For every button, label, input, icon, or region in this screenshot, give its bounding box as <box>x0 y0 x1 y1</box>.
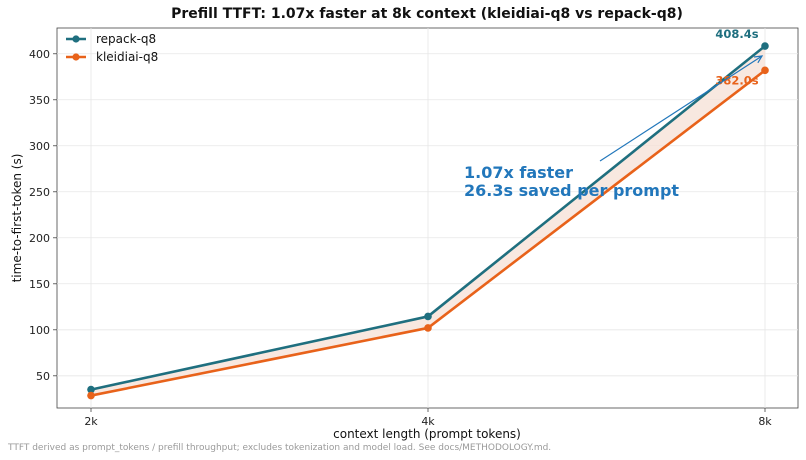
gridlines <box>57 28 798 408</box>
y-tick-label: 350 <box>29 94 50 107</box>
legend-label-kleidiai-q8: kleidiai-q8 <box>96 50 158 64</box>
data-point-kleidiai-q8 <box>761 66 769 75</box>
x-tick-label: 2k <box>84 415 98 428</box>
annotation-saved: 26.3s saved per prompt <box>464 181 679 200</box>
y-tick-label: 250 <box>29 186 50 199</box>
series-layer <box>87 42 769 400</box>
x-tick-label: 8k <box>758 415 772 428</box>
data-point-repack-q8 <box>87 385 95 394</box>
y-tick-label: 50 <box>36 370 50 383</box>
y-tick-label: 300 <box>29 140 50 153</box>
data-point-repack-q8 <box>761 42 769 50</box>
legend-marker-kleidiai-q8 <box>72 53 80 61</box>
footnote: TTFT derived as prompt_tokens / prefill … <box>8 443 552 453</box>
y-tick-label: 400 <box>29 48 50 61</box>
x-tick-label: 4k <box>421 415 435 428</box>
legend: repack-q8 kleidiai-q8 <box>66 32 158 64</box>
annotation-speedup: 1.07x faster <box>464 163 573 182</box>
annotation-arrowhead <box>753 55 764 64</box>
x-axis-ticks: 2k 4k 8k <box>84 408 772 428</box>
y-tick-label: 150 <box>29 278 50 291</box>
annotation-arrow <box>599 55 763 162</box>
data-point-kleidiai-q8 <box>87 391 95 400</box>
repack-q8-end-label: 408.4s <box>715 27 758 41</box>
data-point-repack-q8 <box>424 312 432 321</box>
chart-title: Prefill TTFT: 1.07x faster at 8k context… <box>171 6 683 22</box>
legend-label-repack-q8: repack-q8 <box>96 32 156 46</box>
y-axis-label: time-to-first-token (s) <box>10 154 24 283</box>
x-axis-label: context length (prompt tokens) <box>333 427 521 441</box>
y-tick-label: 100 <box>29 324 50 337</box>
kleidiai-q8-end-label: 382.0s <box>715 73 758 87</box>
y-axis-ticks: 50 100 150 200 250 300 350 400 <box>29 48 57 383</box>
y-tick-label: 200 <box>29 232 50 245</box>
plot-area <box>56 27 799 409</box>
legend-marker-repack-q8 <box>72 35 80 43</box>
data-point-kleidiai-q8 <box>424 324 432 332</box>
